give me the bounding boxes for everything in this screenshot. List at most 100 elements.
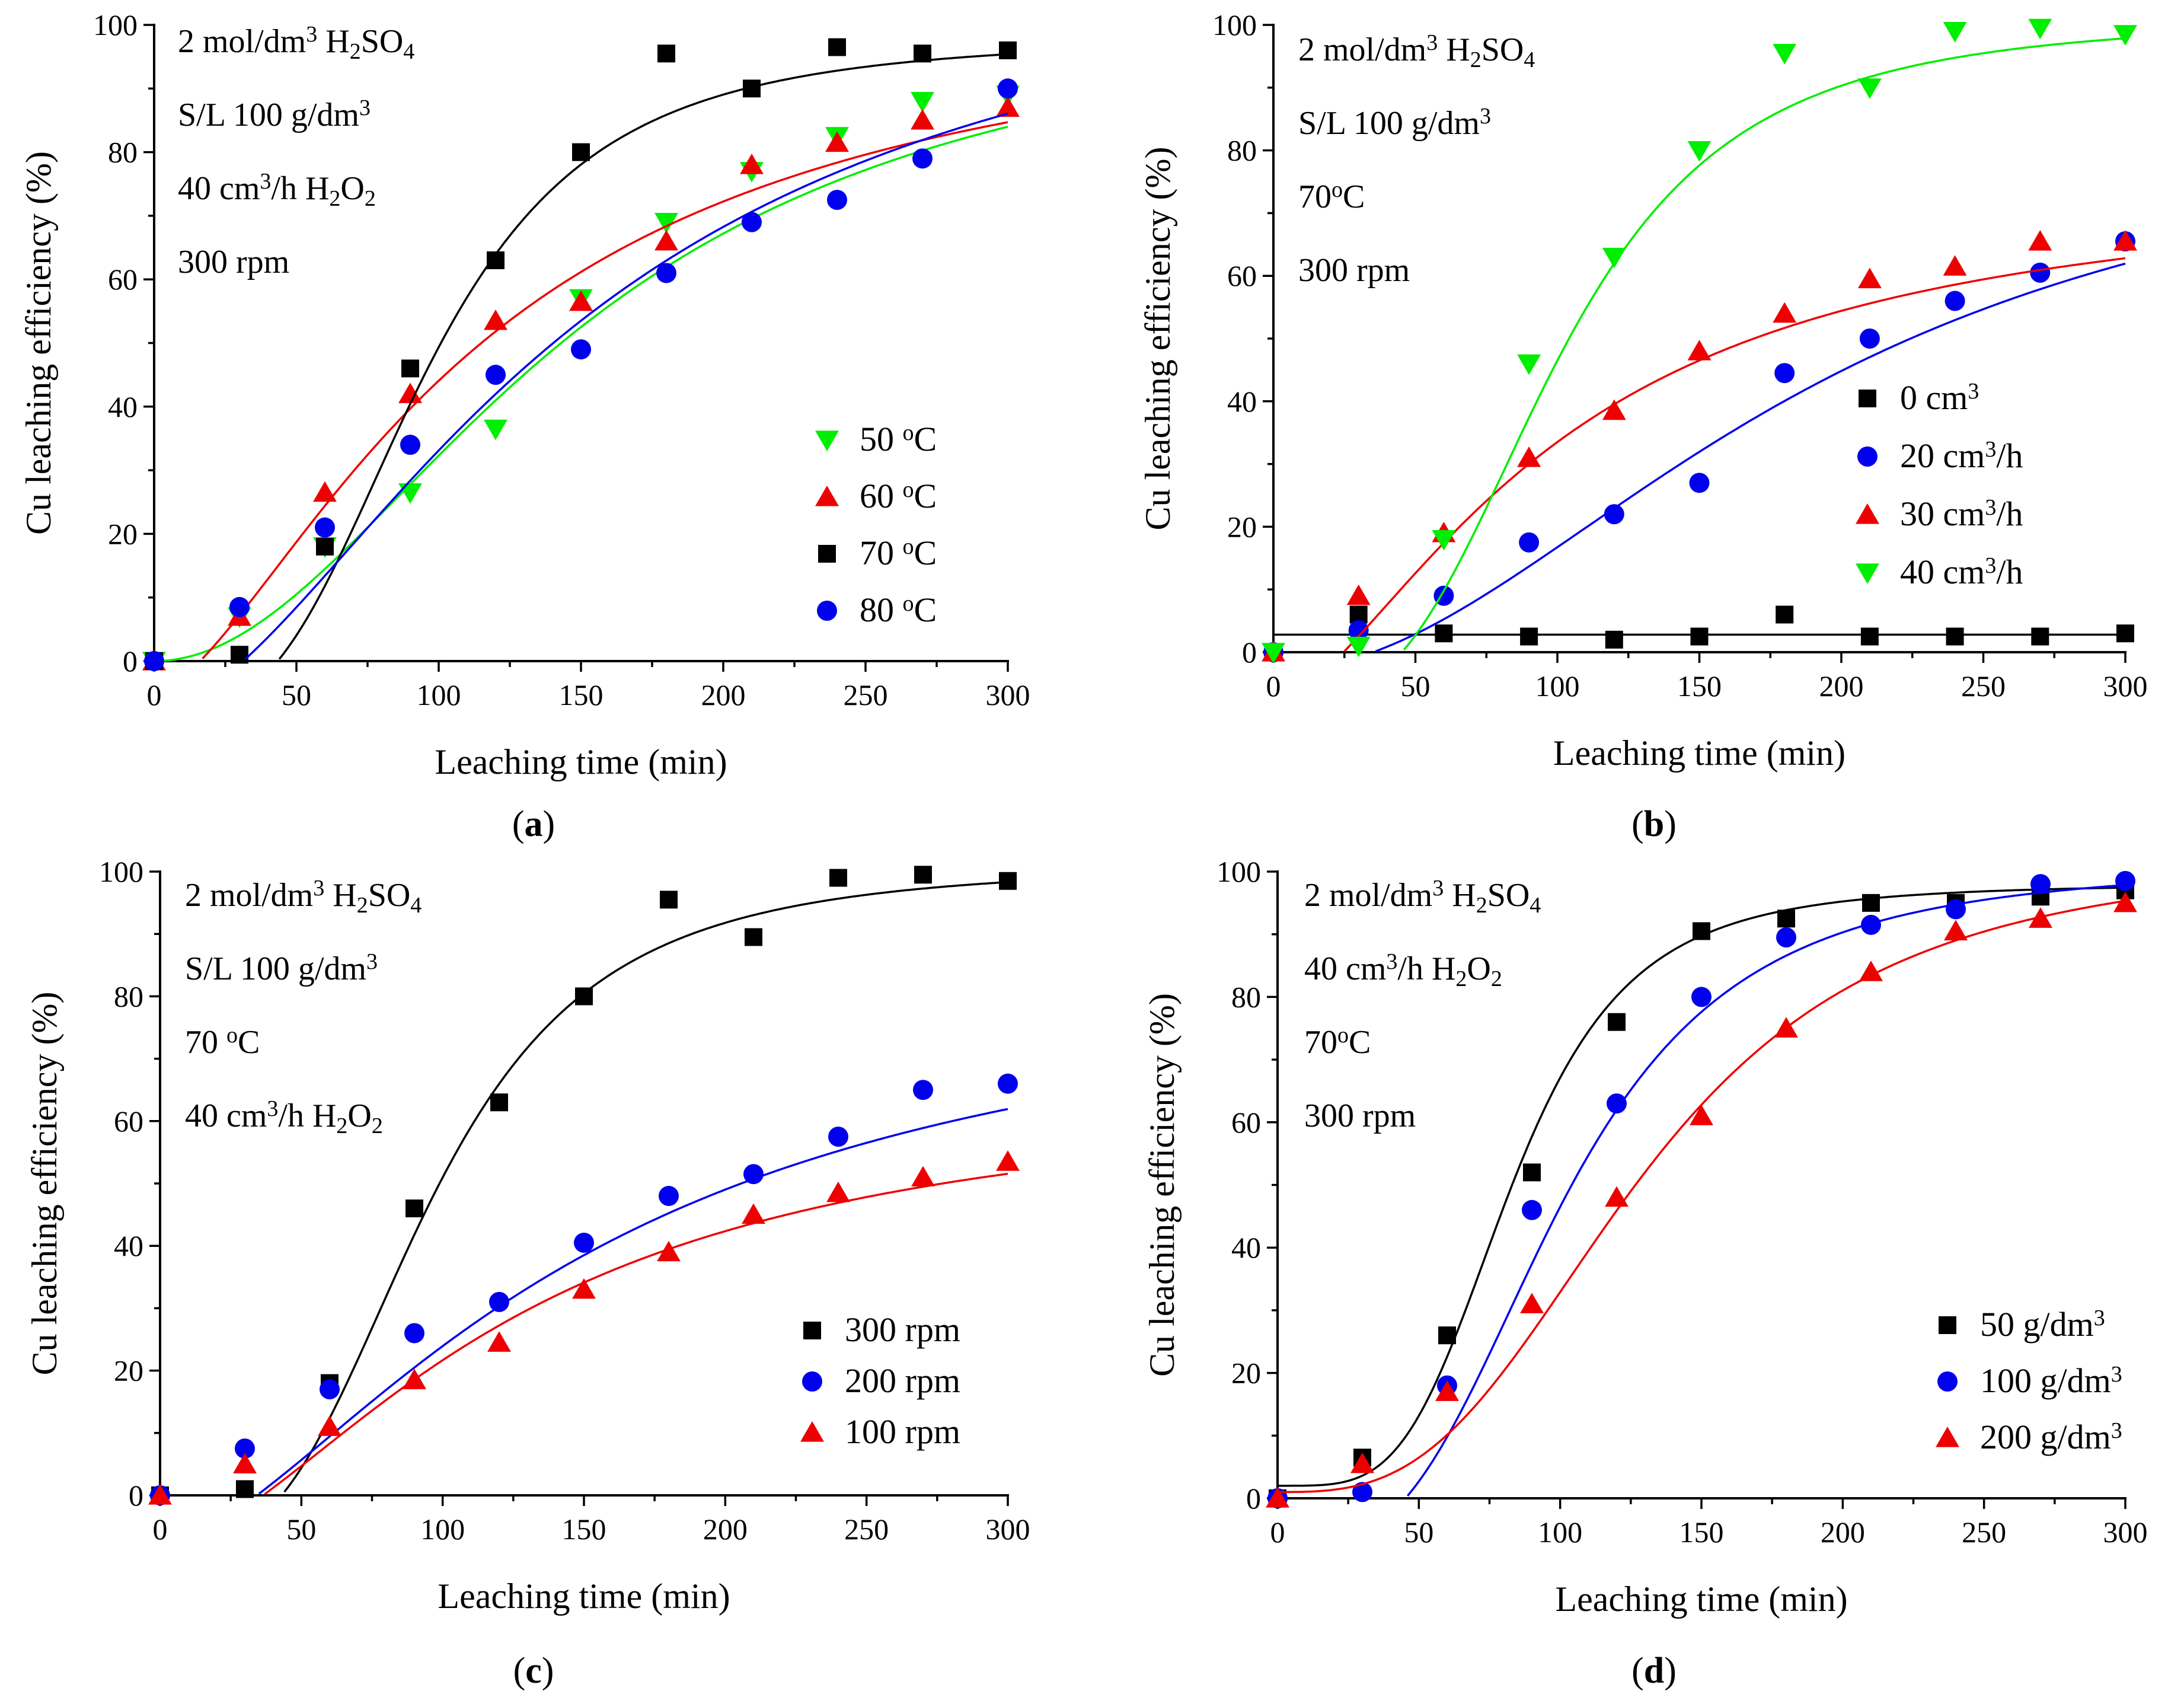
condition-text-run: 40 cm — [1304, 950, 1386, 987]
data-point — [1693, 922, 1710, 940]
data-point — [486, 365, 506, 385]
data-point — [914, 44, 931, 63]
y-tick-label: 40 — [1231, 1231, 1261, 1264]
data-point — [657, 44, 675, 63]
legend-marker — [802, 1371, 822, 1392]
x-tick-label: 100 — [417, 678, 461, 712]
data-point — [2113, 230, 2137, 251]
data-point — [1517, 354, 1541, 375]
data-point — [316, 537, 334, 556]
y-tick-label: 40 — [1227, 385, 1257, 418]
x-tick-label: 300 — [2103, 669, 2148, 703]
x-tick-label: 50 — [286, 1513, 316, 1546]
panel-label-open: ( — [512, 804, 525, 844]
panel-label: (d) — [1631, 1651, 1677, 1691]
legend-marker — [815, 430, 839, 451]
condition-text: 40 cm3/h H2O2 — [1304, 949, 1502, 991]
panel-label-letter: a — [525, 804, 543, 844]
condition-text-run: 3 — [366, 949, 378, 974]
data-point — [999, 872, 1017, 890]
legend-label-run: 100 rpm — [845, 1412, 960, 1451]
y-tick-label: 60 — [1227, 259, 1257, 292]
data-point — [1520, 627, 1538, 646]
legend-marker — [800, 1421, 824, 1442]
data-point — [743, 79, 761, 98]
y-axis-label: Cu leaching efficiency (%) — [1138, 147, 1177, 531]
condition-text-run: 2 — [1455, 966, 1467, 991]
x-tick-label: 150 — [562, 1513, 606, 1546]
y-tick-label: 40 — [114, 1229, 143, 1262]
condition-text-run: SO — [361, 23, 404, 60]
condition-text-run: 3 — [260, 169, 271, 194]
data-point — [574, 1232, 594, 1253]
data-point — [1689, 473, 1710, 493]
y-tick-label: 0 — [1242, 636, 1257, 669]
x-tick-label: 0 — [1270, 1515, 1285, 1549]
x-tick-label: 50 — [1404, 1515, 1433, 1549]
condition-text-run: O — [347, 1097, 371, 1134]
condition-text-run: H — [317, 23, 349, 60]
condition-text-run: 300 rpm — [178, 244, 289, 280]
legend-label-run: C — [914, 534, 937, 572]
data-point — [657, 1240, 681, 1262]
condition-text-run: 2 mol/dm — [1298, 31, 1426, 68]
series-a-4 — [144, 78, 1018, 671]
panel-b: 0 50 100 150 200 250 300 0 20 40 60 80 100 Leaching t… — [1138, 8, 2148, 844]
condition-text-run: 70 — [1304, 1024, 1337, 1061]
data-point — [1605, 1186, 1629, 1207]
data-point — [404, 1323, 424, 1344]
data-point — [569, 290, 593, 311]
y-tick-label: 0 — [123, 645, 138, 678]
legend-label-run: o — [903, 534, 914, 559]
data-point — [654, 213, 678, 234]
condition-text-run: 2 — [372, 1113, 383, 1138]
legend-label: 60 oC — [860, 477, 937, 515]
data-point — [148, 1484, 172, 1505]
data-point — [1602, 399, 1626, 420]
fit-curve — [1403, 37, 2126, 651]
panel-label-open: ( — [513, 1651, 526, 1691]
condition-text: 2 mol/dm3 H2SO4 — [1298, 30, 1535, 72]
legend-marker — [1856, 563, 1879, 584]
data-point — [575, 987, 593, 1006]
data-point — [2031, 627, 2049, 646]
data-point — [1602, 247, 1626, 269]
data-point — [1944, 920, 1968, 940]
series-a-2 — [142, 96, 1020, 671]
data-point — [1861, 914, 1881, 935]
y-tick-label: 80 — [108, 136, 138, 169]
condition-text-run: o — [1337, 1023, 1349, 1048]
condition-text-run: 2 — [329, 186, 340, 211]
condition-text-run: C — [1349, 1024, 1371, 1061]
x-axis-label: Leaching time (min) — [1555, 1580, 1847, 1619]
condition-text: 70 oC — [185, 1023, 260, 1061]
data-point — [484, 309, 507, 330]
condition-text-run: 2 — [1491, 966, 1502, 991]
condition-text-run: 3 — [1426, 30, 1438, 55]
data-point — [660, 891, 678, 909]
data-point — [1862, 894, 1880, 912]
condition-text-run: 3 — [313, 876, 324, 901]
condition-text-run: 3 — [267, 1096, 278, 1121]
legend-label-run: 60 — [860, 477, 903, 515]
data-point — [405, 1199, 423, 1218]
legend-label-run: /h — [1996, 553, 2023, 591]
condition-text: 40 cm3/h H2O2 — [185, 1096, 383, 1138]
data-point — [1605, 630, 1623, 649]
condition-text-run: /h H — [1397, 950, 1455, 987]
data-point — [490, 1093, 508, 1112]
condition-text-run: 4 — [403, 39, 414, 64]
data-point — [2029, 907, 2052, 928]
condition-text: 2 mol/dm3 H2SO4 — [178, 22, 414, 64]
data-point — [742, 212, 762, 232]
condition-text-run: O — [1467, 950, 1490, 987]
data-point — [1774, 363, 1795, 384]
data-point — [401, 359, 419, 378]
data-point — [1435, 624, 1453, 643]
condition-text-run: 2 — [357, 893, 368, 918]
data-point — [2113, 25, 2137, 46]
x-tick-label: 0 — [147, 678, 162, 712]
condition-text: 70oC — [1298, 177, 1365, 215]
data-point — [398, 382, 422, 403]
series-d-2 — [1267, 870, 2135, 1508]
